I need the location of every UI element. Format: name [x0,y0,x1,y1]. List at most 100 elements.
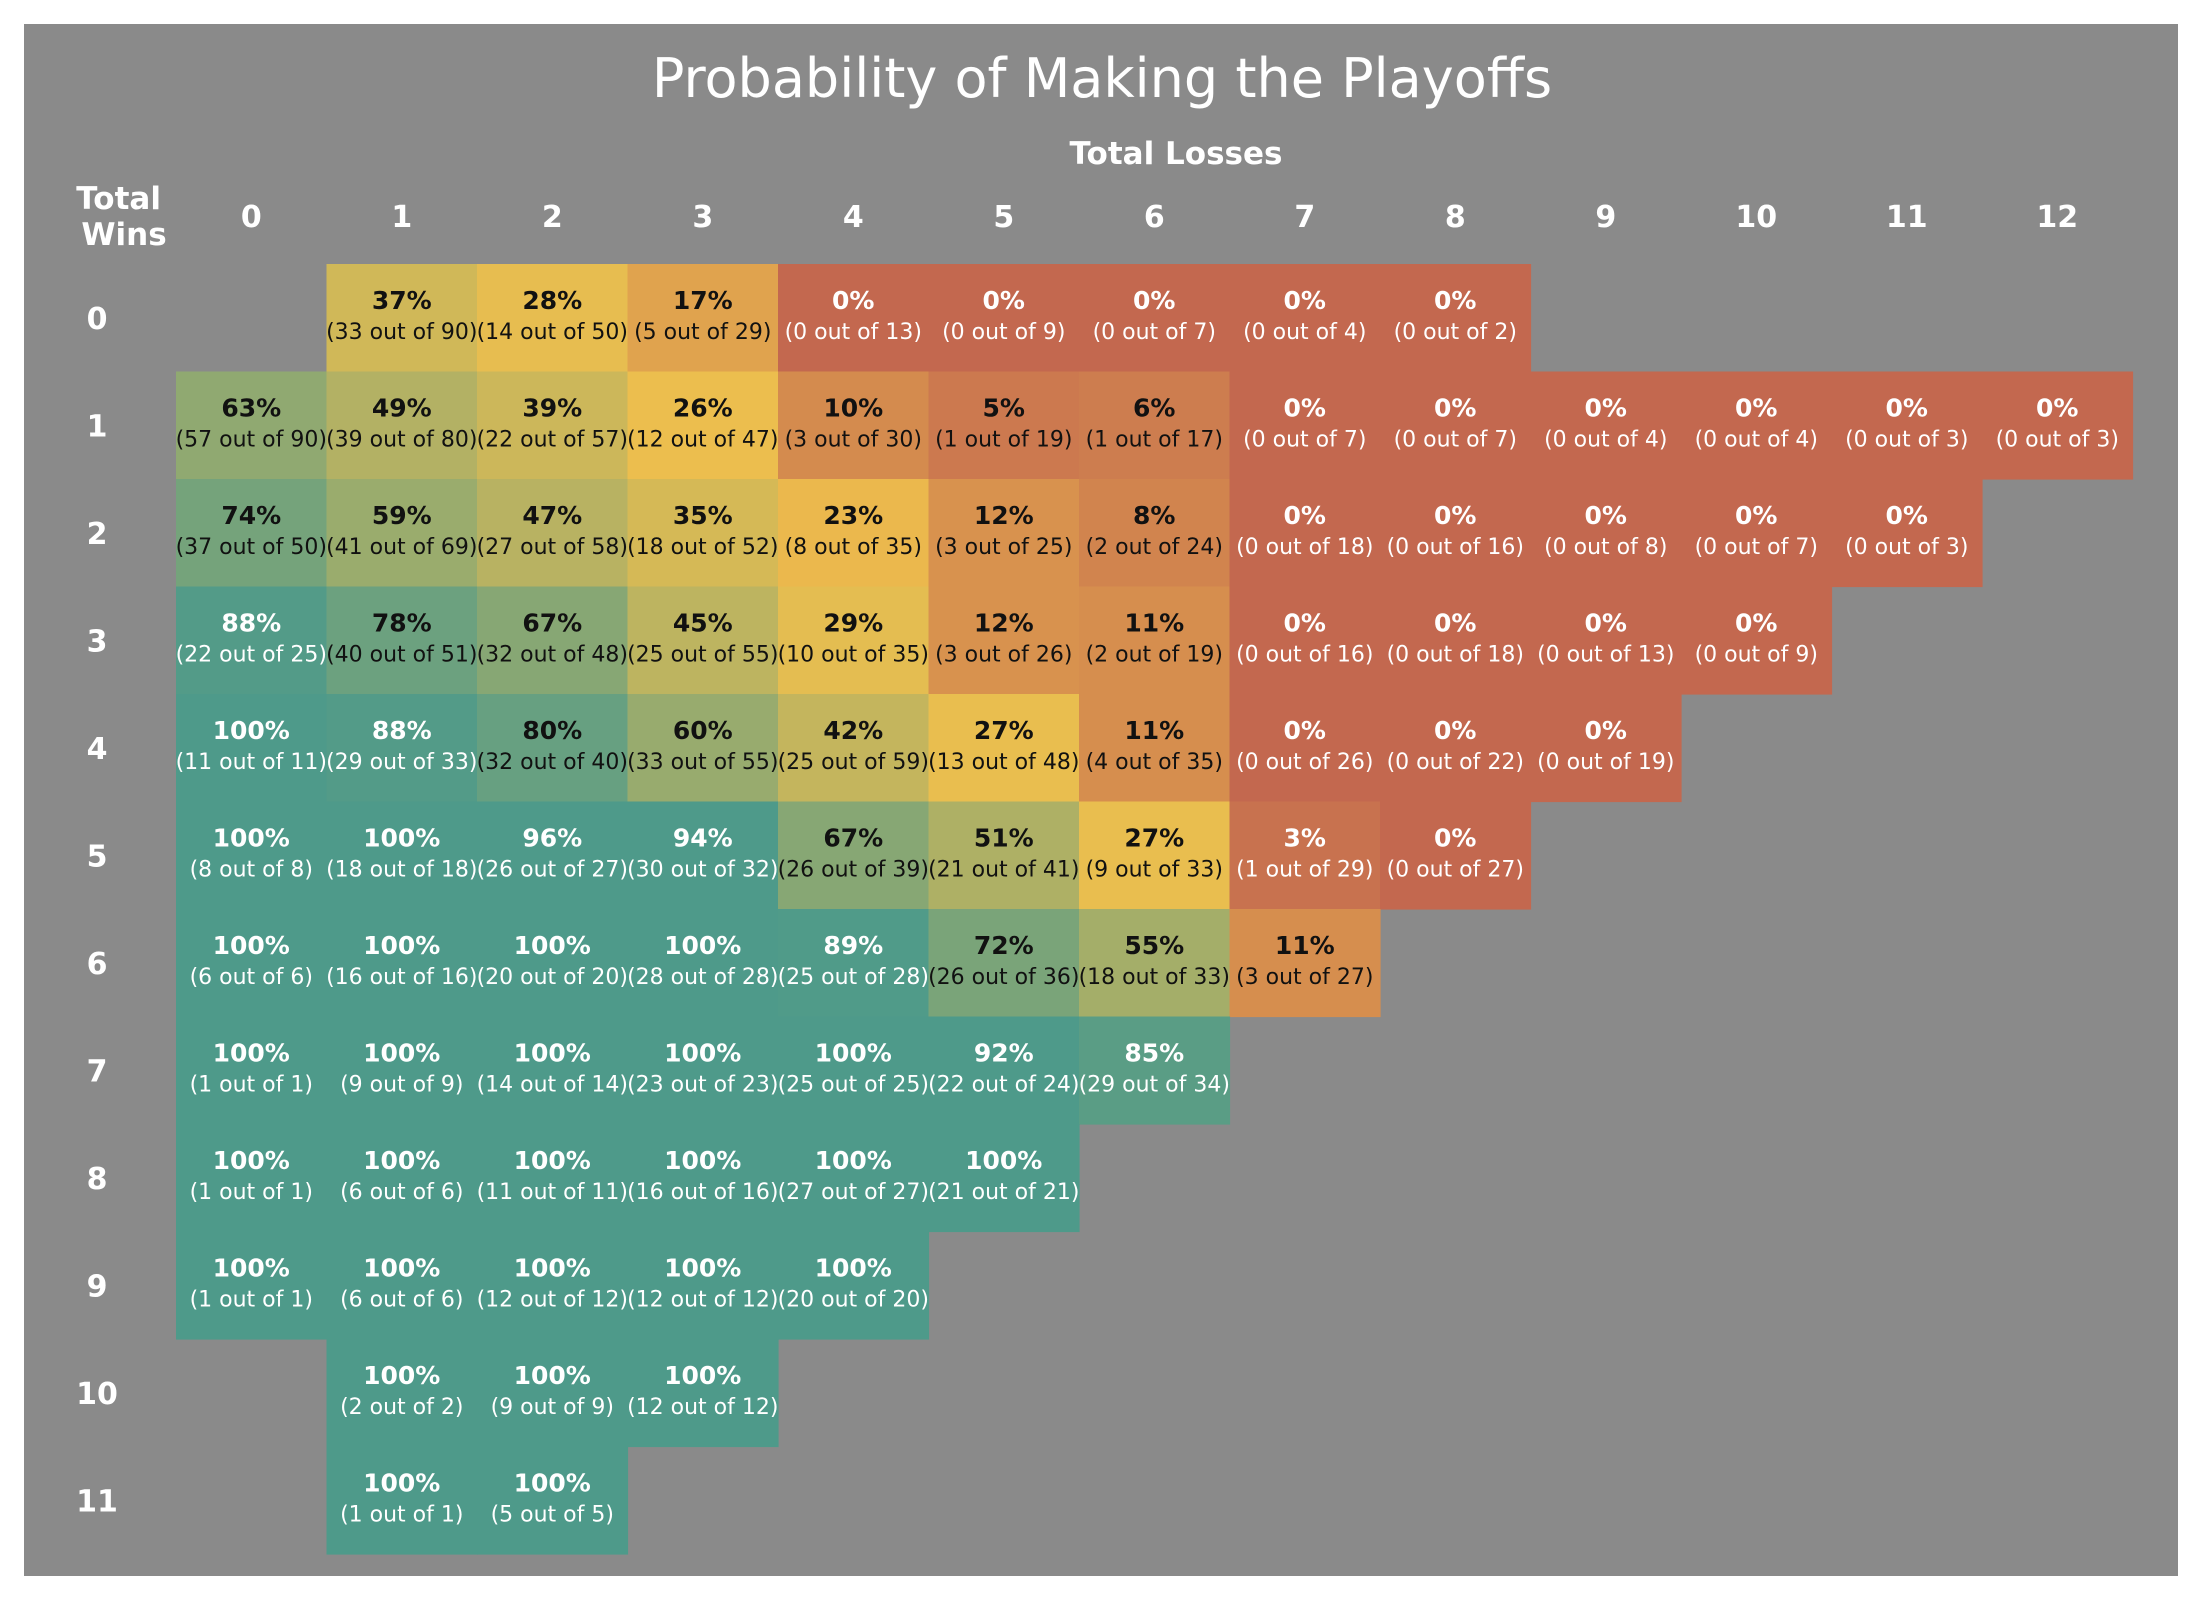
heatmap-cell-rect [1380,479,1532,588]
cell-count-label: (0 out of 4) [1243,320,1366,345]
heatmap-cell-rect [1982,371,2134,480]
heatmap-cell-rect [928,264,1080,373]
heatmap-cell: 23% (8 out of 35) [778,479,930,588]
heatmap-cell-rect [477,694,629,803]
heatmap-cell-rect [627,479,779,588]
heatmap-cell-rect [928,479,1080,588]
cell-count-label: (1 out of 1) [190,1180,313,1205]
cell-count-label: (22 out of 24) [928,1073,1079,1098]
cell-percent-label: 0% [1434,824,1476,853]
heatmap-cell: 28% (14 out of 50) [477,264,629,373]
heatmap-cell: 60% (33 out of 55) [627,694,779,803]
chart-title: Probability of Making the Playoffs [652,47,1552,110]
cell-percent-label: 100% [514,1039,591,1068]
heatmap-cell-rect [1079,586,1231,695]
cell-count-label: (14 out of 50) [477,320,628,345]
heatmap-cell: 26% (12 out of 47) [627,371,779,480]
heatmap-cell-rect [1229,371,1381,480]
heatmap-cell: 100% (1 out of 1) [176,1231,328,1340]
heatmap-cell-rect [1831,479,1983,588]
heatmap-cell: 100% (20 out of 20) [778,1231,930,1340]
heatmap-cell: 27% (13 out of 48) [928,694,1080,803]
cell-count-label: (0 out of 7) [1394,428,1517,453]
heatmap-cell: 100% (14 out of 14) [477,1016,629,1125]
cell-percent-label: 42% [823,716,883,745]
heatmap-cell-rect [477,1446,629,1555]
cell-count-label: (16 out of 16) [326,965,477,990]
heatmap-chart: Probability of Making the Playoffs Total… [76,47,2134,1555]
cell-percent-label: 59% [372,501,432,530]
cell-percent-label: 8% [1133,501,1175,530]
cell-count-label: (10 out of 35) [778,643,929,668]
cell-percent-label: 100% [664,1361,741,1390]
cell-percent-label: 92% [974,1039,1034,1068]
cell-count-label: (13 out of 48) [928,750,1079,775]
cell-count-label: (37 out of 50) [176,535,327,560]
cell-percent-label: 0% [1585,609,1627,638]
y-tick-label: 2 [87,517,108,552]
cell-percent-label: 10% [823,394,883,423]
cell-count-label: (26 out of 36) [928,965,1079,990]
heatmap-cell-rect [928,801,1080,910]
heatmap-cell-rect [477,1124,629,1233]
heatmap-cell: 100% (12 out of 12) [477,1231,629,1340]
y-tick-label: 5 [87,839,108,874]
cell-percent-label: 35% [673,501,733,530]
heatmap-cell-rect [627,371,779,480]
cell-count-label: (27 out of 58) [477,535,628,560]
cell-count-label: (0 out of 3) [1845,535,1968,560]
cell-count-label: (28 out of 28) [627,965,778,990]
heatmap-cell: 0% (0 out of 7) [1079,264,1231,373]
cell-count-label: (0 out of 16) [1387,535,1524,560]
cell-count-label: (12 out of 12) [477,1288,628,1313]
heatmap-cell-rect [1530,586,1682,695]
x-tick-label: 6 [1144,200,1165,235]
cell-count-label: (3 out of 25) [935,535,1072,560]
heatmap-cell: 49% (39 out of 80) [326,371,478,480]
heatmap-cell-rect [176,586,328,695]
heatmap-cell-rect [477,909,629,1018]
cell-percent-label: 0% [1434,716,1476,745]
cell-count-label: (0 out of 9) [942,320,1065,345]
heatmap-cell-rect [326,1124,478,1233]
x-axis-title: Total Losses [1070,136,1283,172]
heatmap-cell-rect [326,371,478,480]
cell-percent-label: 67% [522,609,582,638]
cell-count-label: (25 out of 25) [778,1073,929,1098]
cell-percent-label: 100% [664,1254,741,1283]
cell-percent-label: 88% [221,609,281,638]
x-tick-label: 4 [843,200,864,235]
heatmap-cell-rect [778,694,930,803]
cell-count-label: (32 out of 48) [477,643,628,668]
heatmap-cell-rect [928,1124,1080,1233]
heatmap-cell: 8% (2 out of 24) [1079,479,1231,588]
cell-count-label: (6 out of 6) [340,1288,463,1313]
heatmap-cell: 12% (3 out of 25) [928,479,1080,588]
heatmap-cell-rect [928,909,1080,1018]
x-tick-label: 1 [391,200,412,235]
heatmap-cell: 0% (0 out of 4) [1229,264,1381,373]
cell-percent-label: 89% [823,931,883,960]
cell-count-label: (0 out of 3) [1845,428,1968,453]
heatmap-cell-rect [176,909,328,1018]
heatmap-cell-rect [326,694,478,803]
heatmap-cell: 55% (18 out of 33) [1079,909,1231,1018]
cell-percent-label: 39% [522,394,582,423]
heatmap-cell: 0% (0 out of 27) [1380,801,1532,910]
y-tick-label: 1 [87,409,108,444]
cell-percent-label: 100% [965,1146,1042,1175]
x-tick-label: 9 [1595,200,1616,235]
y-axis-ticks: 0 1 2 3 4 5 6 7 8 9 10 11 [76,302,118,1520]
cell-percent-label: 29% [823,609,883,638]
cell-count-label: (21 out of 21) [928,1180,1079,1205]
heatmap-cell-rect [1079,909,1231,1018]
heatmap-cell-rect [477,586,629,695]
heatmap-cell-rect [1681,479,1833,588]
cell-percent-label: 0% [1585,501,1627,530]
cell-count-label: (6 out of 6) [190,965,313,990]
x-tick-label: 2 [542,200,563,235]
cell-count-label: (1 out of 1) [190,1073,313,1098]
heatmap-cell-rect [928,694,1080,803]
cell-count-label: (0 out of 3) [1996,428,2119,453]
heatmap-cell: 63% (57 out of 90) [176,371,328,480]
